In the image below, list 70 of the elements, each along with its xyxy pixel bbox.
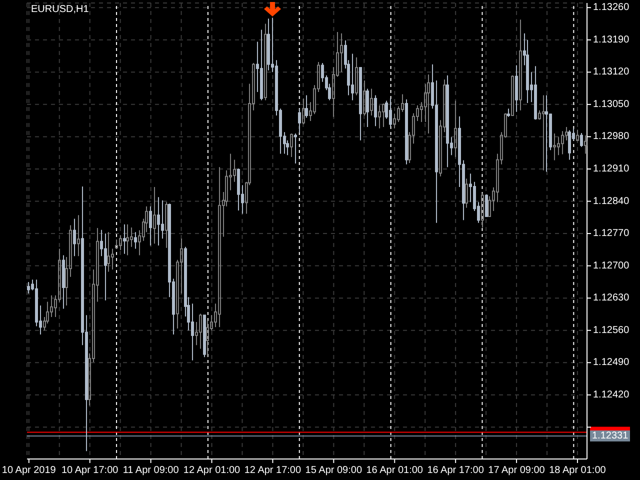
candlestick xyxy=(206,320,209,358)
candlestick xyxy=(374,94,377,127)
candlestick xyxy=(104,233,107,301)
y-tick-label: 1.13260 xyxy=(593,2,630,14)
candlestick xyxy=(157,196,160,246)
x-tick-label: 16 Apr 17:00 xyxy=(427,465,484,476)
x-tick-label: 16 Apr 01:00 xyxy=(366,465,424,476)
candlestick xyxy=(366,88,369,128)
candlestick xyxy=(553,132,556,161)
x-tick-label: 12 Apr 01:00 xyxy=(183,465,241,476)
candlestick xyxy=(123,224,126,254)
y-tick-label: 1.13120 xyxy=(593,66,630,78)
candlestick xyxy=(370,88,373,116)
candlestick xyxy=(225,170,228,207)
y-tick-label: 1.12700 xyxy=(593,260,630,272)
candlestick xyxy=(515,64,518,112)
candlestick xyxy=(27,281,30,294)
y-tick-label: 1.12420 xyxy=(593,389,630,400)
candlestick xyxy=(218,166,221,328)
candlestick xyxy=(485,194,488,218)
x-tick-label: 12 Apr 17:00 xyxy=(244,465,302,476)
x-tick-label: 11 Apr 09:00 xyxy=(122,465,180,476)
candlestick xyxy=(264,23,267,101)
candlestick xyxy=(73,218,76,257)
candlestick xyxy=(134,232,137,250)
x-tick-label: 10 Apr 2019 xyxy=(2,465,56,476)
candlestick xyxy=(233,159,236,182)
y-tick-label: 1.12560 xyxy=(593,324,630,336)
candlestick xyxy=(77,214,80,257)
candlestick xyxy=(542,94,545,171)
candlestick xyxy=(378,104,381,129)
candlestick xyxy=(305,94,308,118)
candlestick xyxy=(427,74,430,134)
y-tick-label: 1.12630 xyxy=(593,292,630,304)
y-tick-label: 1.12840 xyxy=(593,196,630,207)
candlestick xyxy=(111,248,114,270)
candlestick xyxy=(557,136,560,156)
x-tick-label: 17 Apr 09:00 xyxy=(488,465,546,476)
y-tick-label: 1.13050 xyxy=(593,98,630,110)
candlestick xyxy=(126,224,129,256)
candlestick xyxy=(568,130,571,160)
candlestick xyxy=(161,200,164,240)
y-tick-label: 1.12980 xyxy=(593,131,630,142)
candlestick xyxy=(107,232,110,272)
candlestick xyxy=(545,94,548,172)
y-tick-label: 1.13190 xyxy=(593,34,630,46)
candlestick xyxy=(580,132,583,148)
candlestick xyxy=(389,98,392,128)
candlestick xyxy=(561,130,564,155)
candlestick xyxy=(454,100,457,158)
y-tick-label: 1.12910 xyxy=(593,163,630,174)
ref-line-label: 1.12331 xyxy=(592,430,629,442)
candlestick xyxy=(340,32,343,73)
candlestick xyxy=(149,206,152,246)
candlestick xyxy=(351,53,354,101)
candlestick xyxy=(584,134,587,154)
candlestick xyxy=(153,186,156,244)
y-tick-label: 1.12490 xyxy=(593,357,630,368)
x-tick-label: 10 Apr 17:00 xyxy=(62,465,119,476)
x-tick-label: 15 Apr 09:00 xyxy=(305,465,362,476)
x-tick-label: 18 Apr 01:00 xyxy=(549,465,606,476)
candlestick xyxy=(130,227,133,248)
y-tick-label: 1.12770 xyxy=(593,228,630,240)
candlestick xyxy=(519,19,522,111)
candlestick xyxy=(50,294,53,318)
candlestick xyxy=(298,108,301,134)
candlestick xyxy=(565,126,568,141)
candlestick xyxy=(191,303,194,361)
candlestick xyxy=(294,132,297,164)
chart-title: EURUSD,H1 xyxy=(31,4,89,16)
